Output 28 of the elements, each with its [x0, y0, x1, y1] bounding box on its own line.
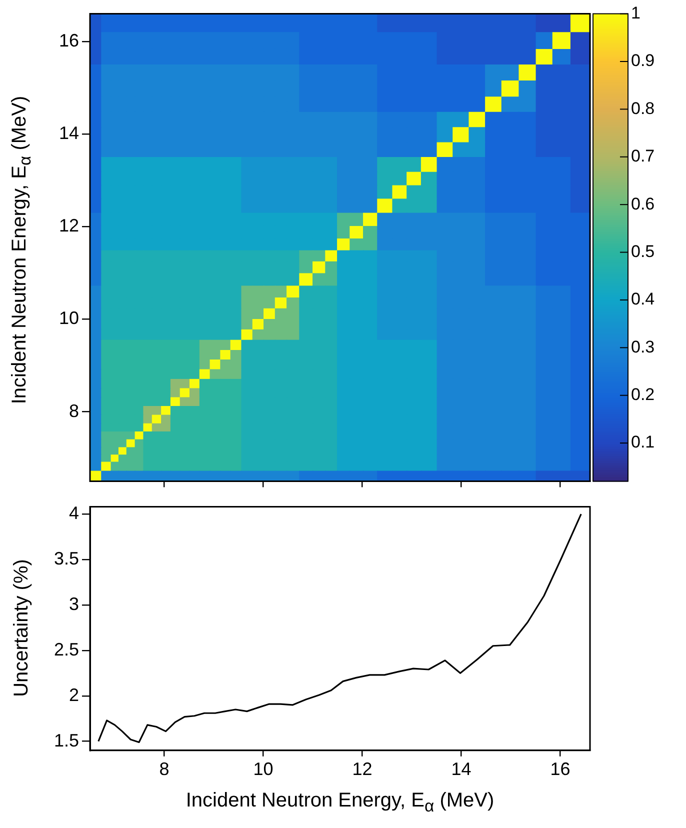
color-bar-label: 0.3 — [631, 337, 655, 356]
color-bar-label: 1 — [631, 3, 640, 22]
y-tick-label: 4 — [68, 503, 79, 524]
y-axis-title: Uncertainty (%) — [10, 559, 34, 697]
x-tick-label: 12 — [352, 759, 372, 780]
y-tick-label: 1.5 — [54, 730, 79, 750]
x-axis-title: Incident Neutron Energy, E$_{α}$ (MeV) — [186, 790, 494, 816]
x-tick-label: 10 — [253, 759, 274, 780]
x-tick-label: 16 — [550, 759, 570, 780]
color-bar-label: 0.8 — [631, 98, 655, 118]
y-tick-label: 14 — [58, 123, 79, 144]
color-bar-label: 0.2 — [631, 385, 655, 404]
color-bar-label: 0.9 — [631, 51, 655, 70]
y-tick-label: 8 — [68, 400, 79, 421]
y-tick-label: 3.5 — [54, 548, 79, 568]
y-tick-label: 3 — [68, 594, 79, 614]
color-bar-label: 0.5 — [631, 242, 655, 261]
color-bar-label: 0.1 — [631, 432, 655, 452]
y-tick-label: 12 — [58, 216, 79, 236]
y-tick-label: 2.5 — [54, 639, 79, 660]
color-bar-label: 0.7 — [631, 146, 655, 166]
y-tick-label: 2 — [68, 684, 79, 705]
y-tick-label: 16 — [58, 30, 79, 51]
color-bar-label: 0.6 — [631, 194, 655, 214]
x-tick-label: 8 — [159, 759, 170, 780]
x-tick-label: 14 — [451, 759, 472, 780]
color-bar-label: 0.4 — [631, 290, 655, 309]
y-tick-label: 10 — [58, 308, 79, 328]
